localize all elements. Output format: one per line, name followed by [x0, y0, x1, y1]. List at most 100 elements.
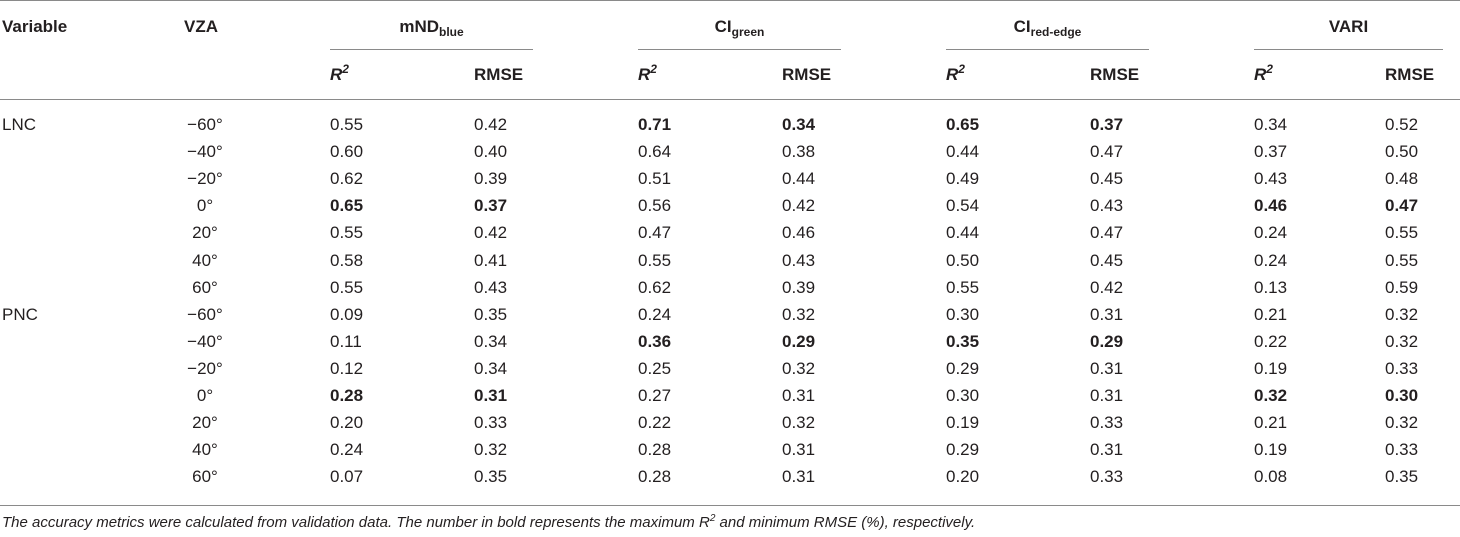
- header-rmse: RMSE: [474, 65, 524, 84]
- cell-value: 0.34: [782, 115, 816, 134]
- cell-value: 0.37: [474, 196, 508, 215]
- group-base: CI: [714, 17, 732, 36]
- cell-value: 0.35: [474, 305, 508, 324]
- cell-value: 0.34: [474, 359, 508, 378]
- cell-value: 0.54: [946, 196, 980, 215]
- cell-value: 0.21: [1254, 413, 1288, 432]
- header-r2: R2: [946, 63, 965, 85]
- cell-value: 0.55: [330, 115, 364, 134]
- group-underline-mndblue: [330, 49, 533, 50]
- cell-value: 0.43: [782, 251, 816, 270]
- cell-value: 0.55: [330, 278, 364, 297]
- cell-value: 0.33: [1385, 359, 1419, 378]
- cell-value: 0.34: [1254, 115, 1288, 134]
- cell-value: 0.21: [1254, 305, 1288, 324]
- cell-value: 0.47: [1090, 142, 1124, 161]
- r2-sup: 2: [650, 62, 657, 76]
- cell-value: 0.55: [1385, 223, 1419, 242]
- cell-value: 0.43: [1254, 169, 1288, 188]
- cell-value: 0.31: [782, 386, 816, 405]
- cell-value: 0.47: [1385, 196, 1419, 215]
- cell-value: 0.24: [638, 305, 672, 324]
- group-base: VARI: [1328, 17, 1369, 36]
- r2-sup: 2: [342, 62, 349, 76]
- cell-value: 0.32: [1254, 386, 1288, 405]
- footnote-text-end: and minimum RMSE (%), respectively.: [715, 514, 976, 531]
- cell-value: 0.58: [330, 251, 364, 270]
- cell-value: 0.32: [1385, 413, 1419, 432]
- cell-value: 0.32: [1385, 305, 1419, 324]
- cell-value: 0.24: [1254, 251, 1288, 270]
- cell-value: 0.35: [474, 467, 508, 486]
- cell-value: 0.51: [638, 169, 672, 188]
- group-base: mND: [399, 17, 439, 36]
- cell-value: 0.32: [1385, 332, 1419, 351]
- cell-value: 0.62: [330, 169, 364, 188]
- cell-value: 0.19: [946, 413, 980, 432]
- header-r2: R2: [330, 62, 349, 85]
- top-rule: [0, 0, 1460, 1]
- cell-value: 0.43: [1090, 196, 1124, 215]
- cell-vza: −60°: [187, 115, 223, 134]
- cell-value: 0.31: [782, 440, 816, 459]
- cell-value: 0.31: [1090, 305, 1124, 324]
- cell-value: 0.44: [946, 142, 980, 161]
- header-group-cigreen: CIgreen: [638, 17, 841, 39]
- cell-value: 0.20: [330, 413, 364, 432]
- cell-value: 0.47: [638, 223, 672, 242]
- cell-value: 0.32: [474, 440, 508, 459]
- cell-value: 0.30: [946, 386, 980, 405]
- cell-value: 0.55: [1385, 251, 1419, 270]
- cell-value: 0.45: [1090, 169, 1124, 188]
- footnote-sup: 2: [709, 513, 716, 524]
- cell-value: 0.42: [782, 196, 816, 215]
- cell-value: 0.47: [1090, 223, 1124, 242]
- cell-value: 0.44: [946, 223, 980, 242]
- cell-vza: −20°: [187, 169, 223, 188]
- group-sub: green: [731, 25, 765, 39]
- cell-value: 0.30: [1385, 386, 1419, 405]
- cell-value: 0.43: [474, 278, 508, 297]
- cell-value: 0.42: [474, 115, 508, 134]
- header-rmse: RMSE: [782, 65, 832, 84]
- cell-value: 0.11: [330, 332, 362, 351]
- table-footnote: The accuracy metrics were calculated fro…: [2, 513, 976, 532]
- cell-value: 0.33: [1090, 413, 1124, 432]
- cell-vza: 60°: [192, 278, 218, 297]
- cell-vza: 40°: [192, 440, 218, 459]
- cell-value: 0.25: [638, 359, 672, 378]
- group-underline-cigreen: [638, 49, 841, 50]
- cell-value: 0.12: [330, 359, 364, 378]
- cell-value: 0.33: [474, 413, 508, 432]
- cell-variable: LNC: [2, 115, 37, 134]
- cell-value: 0.40: [474, 142, 508, 161]
- cell-value: 0.34: [474, 332, 508, 351]
- group-underline-vari: [1254, 49, 1443, 50]
- cell-value: 0.31: [1090, 359, 1124, 378]
- cell-value: 0.31: [1090, 386, 1124, 405]
- cell-value: 0.55: [638, 251, 672, 270]
- cell-value: 0.29: [782, 332, 816, 351]
- cell-vza: 20°: [192, 223, 218, 242]
- cell-value: 0.50: [946, 251, 980, 270]
- cell-value: 0.35: [1385, 467, 1419, 486]
- header-group-ciredge: CIred-edge: [946, 17, 1149, 38]
- header-group-vari: VARI: [1254, 17, 1443, 37]
- cell-value: 0.31: [782, 467, 816, 486]
- r2-base: R: [1254, 65, 1267, 84]
- cell-value: 0.39: [782, 278, 816, 297]
- header-rmse: RMSE: [1385, 65, 1435, 84]
- cell-value: 0.29: [946, 359, 980, 378]
- cell-value: 0.29: [946, 440, 980, 459]
- cell-value: 0.56: [638, 196, 672, 215]
- cell-variable: PNC: [2, 305, 38, 324]
- cell-value: 0.28: [638, 440, 672, 459]
- r2-base: R: [946, 65, 959, 84]
- header-bottom-rule: [0, 99, 1460, 100]
- cell-value: 0.24: [1254, 223, 1288, 242]
- cell-value: 0.20: [946, 467, 980, 486]
- cell-value: 0.33: [1090, 467, 1124, 486]
- cell-value: 0.64: [638, 142, 672, 161]
- cell-value: 0.32: [782, 359, 816, 378]
- cell-vza: −40°: [187, 332, 223, 351]
